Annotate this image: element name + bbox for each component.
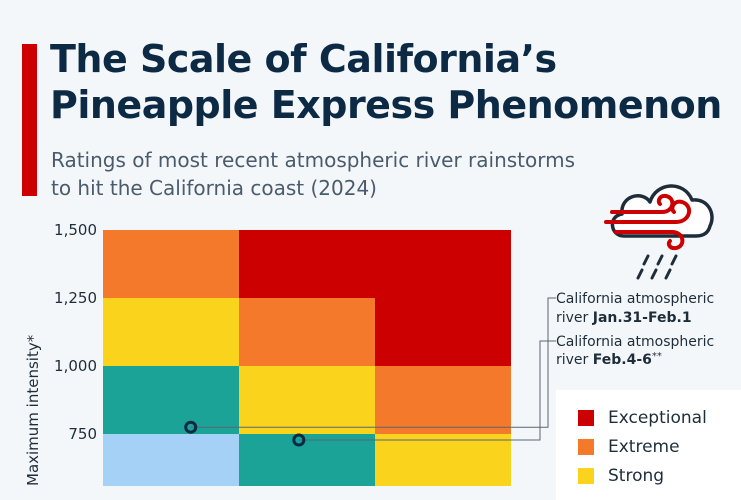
heatmap-cell-r2-c1 bbox=[239, 366, 375, 434]
storm-marker bbox=[292, 433, 306, 447]
heatmap-cell-r0-c0 bbox=[103, 230, 239, 298]
heatmap-cell-r2-c2 bbox=[375, 366, 511, 434]
annotation-0: California atmospheric river Jan.31-Feb.1 bbox=[184, 291, 714, 434]
title-line-2: Pineapple Express Phenomenon bbox=[50, 83, 722, 127]
annotation-text-line1: California atmospheric bbox=[556, 334, 714, 350]
legend-item-strong: Strong bbox=[578, 465, 664, 487]
heatmap-cell-r0-c1 bbox=[239, 230, 375, 298]
y-tick-label: 1,500 bbox=[54, 221, 97, 239]
heatmap-cell-r1-c0 bbox=[103, 298, 239, 366]
legend-label: Strong bbox=[608, 466, 665, 486]
heatmap-cell-r3-c0 bbox=[103, 434, 239, 486]
chart-subtitle: Ratings of most recent atmospheric river… bbox=[51, 146, 671, 202]
legend-item-exceptional: Exceptional bbox=[578, 407, 707, 429]
heatmap-cell-r0-c2 bbox=[375, 230, 511, 298]
y-axis-label: Maximum intensity* bbox=[24, 334, 42, 486]
annotation-text-line1: California atmospheric bbox=[556, 291, 714, 307]
annotation-leader-line bbox=[190, 297, 556, 428]
subtitle-line-1: Ratings of most recent atmospheric river… bbox=[51, 148, 576, 172]
heatmap-chart: 1,500 1,250 1,000 750 Maximum intensity* Ca… bbox=[24, 221, 714, 486]
legend-swatch bbox=[578, 468, 594, 484]
y-tick-label: 1,000 bbox=[54, 357, 97, 375]
heatmap-cell-r1-c1 bbox=[239, 298, 375, 366]
y-tick-label: 750 bbox=[68, 425, 97, 443]
legend-item-extreme: Extreme bbox=[578, 436, 680, 458]
legend-label: Extreme bbox=[608, 437, 680, 457]
annotation-leader-line bbox=[298, 340, 556, 441]
annotation-text-line2: river Jan.31-Feb.1 bbox=[556, 310, 692, 326]
chart-title: The Scale of California’s Pineapple Expr… bbox=[50, 36, 740, 128]
storm-marker bbox=[184, 420, 198, 434]
heatmap-cell-r3-c1 bbox=[239, 434, 375, 486]
heatmap-cell-r2-c0 bbox=[103, 366, 239, 434]
accent-bar bbox=[22, 44, 37, 196]
annotation-text-line2: river Feb.4-6** bbox=[556, 351, 662, 368]
wind-rain-cloud-icon bbox=[604, 184, 714, 280]
legend-swatch bbox=[578, 439, 594, 455]
legend: Exceptional Extreme Strong bbox=[556, 390, 741, 500]
y-tick-label: 1,250 bbox=[54, 289, 97, 307]
subtitle-line-2: to hit the California coast (2024) bbox=[51, 176, 377, 200]
heatmap-cell-r3-c2 bbox=[375, 434, 511, 486]
title-line-1: The Scale of California’s bbox=[50, 37, 557, 81]
legend-swatch bbox=[578, 410, 594, 426]
legend-label: Exceptional bbox=[608, 408, 707, 428]
heatmap-cell-r1-c2 bbox=[375, 298, 511, 366]
